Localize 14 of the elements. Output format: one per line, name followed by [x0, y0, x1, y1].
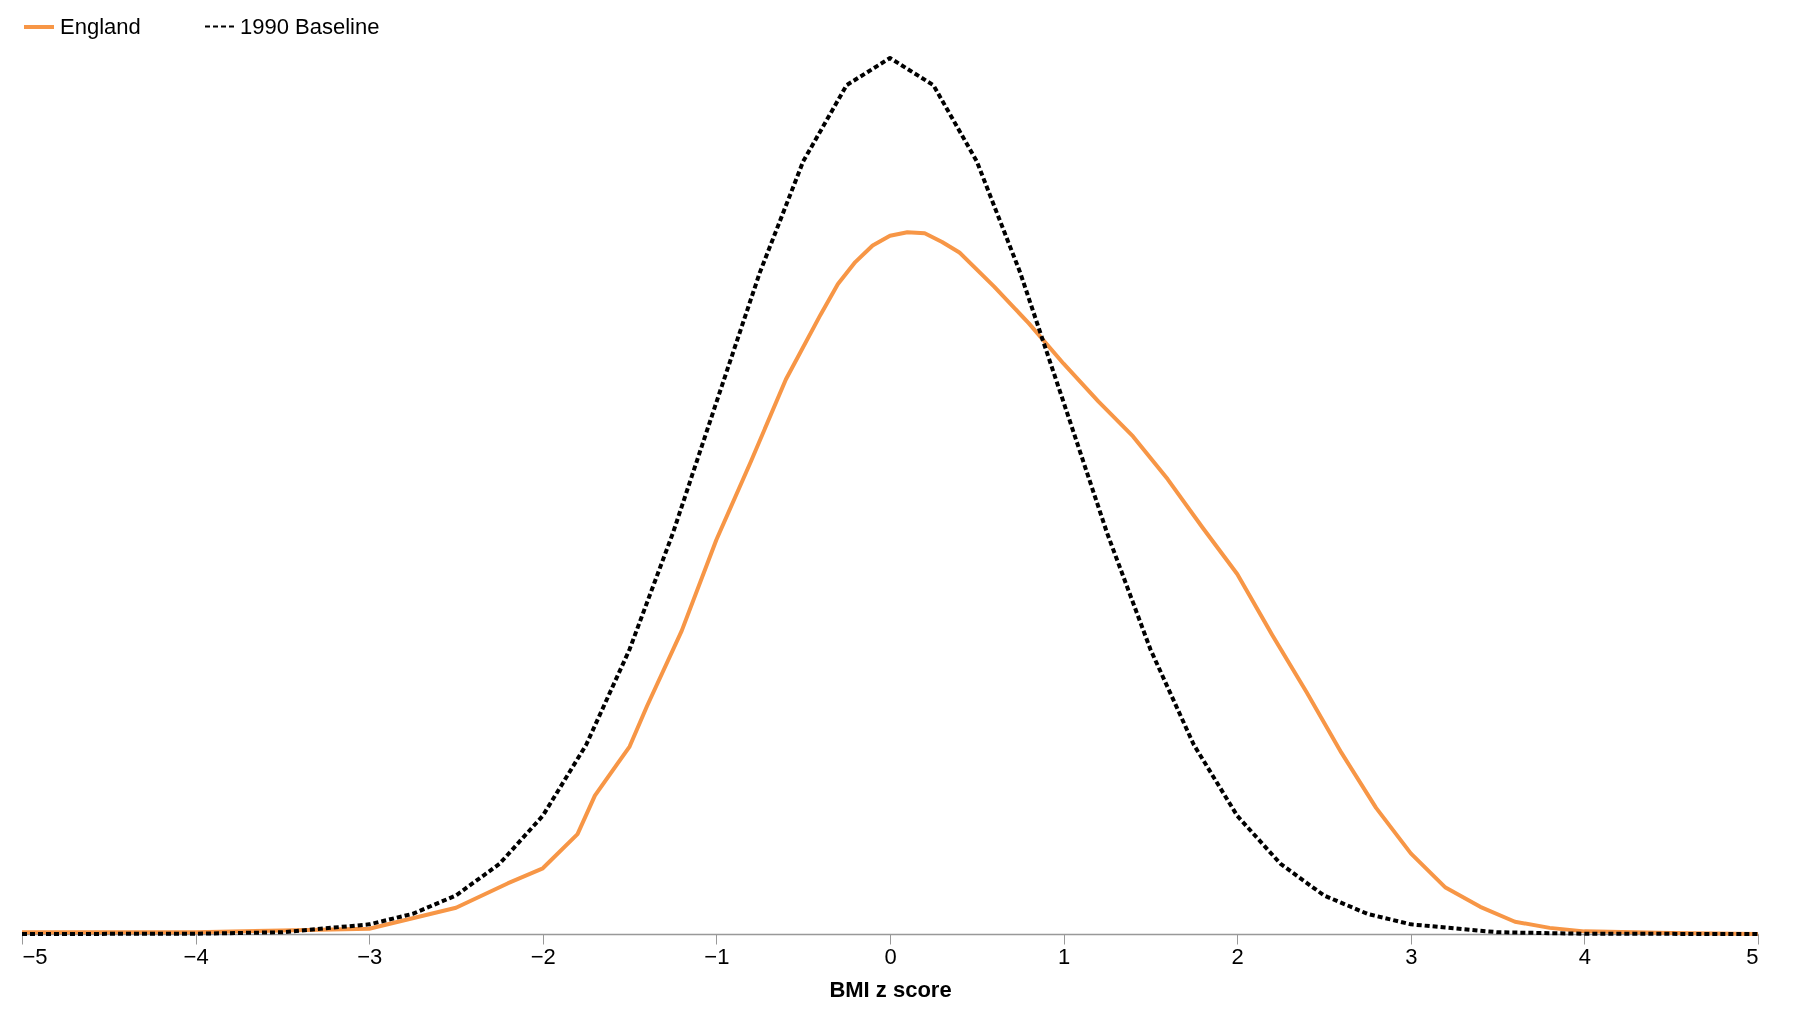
x-axis-title: BMI z score	[829, 976, 952, 1002]
x-tick-label: 4	[1578, 943, 1592, 969]
x-tick-label: −5	[22, 943, 48, 969]
x-tick-label: 0	[884, 943, 897, 969]
x-tick-label: 3	[1405, 943, 1418, 969]
legend-label: 1990 Baseline	[240, 13, 380, 39]
x-tick-label: −3	[357, 943, 383, 969]
x-tick-label: 5	[1746, 943, 1759, 969]
x-tick-label: −2	[530, 943, 556, 969]
x-tick-label: −4	[183, 943, 209, 969]
x-tick-label: −1	[704, 943, 730, 969]
legend-label: England	[60, 14, 141, 39]
x-tick-label: 1	[1057, 943, 1071, 969]
x-tick-label: 2	[1231, 943, 1244, 969]
